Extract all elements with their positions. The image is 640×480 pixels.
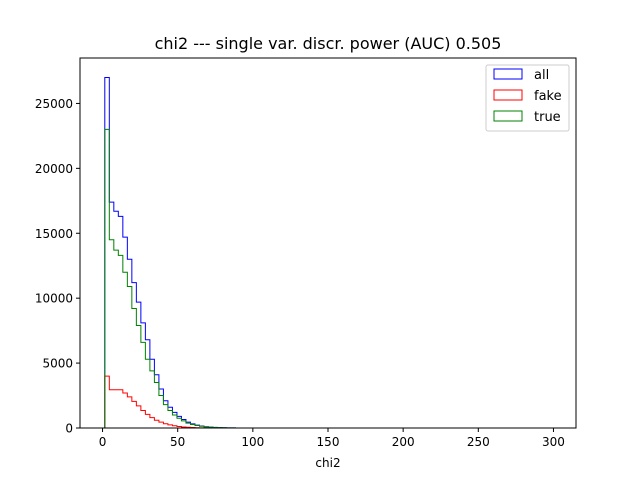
legend-swatch-true (493, 110, 523, 122)
plot-frame (79, 57, 577, 429)
y-tick-label: 5000 (42, 357, 73, 371)
x-tick-label: 0 (99, 435, 107, 449)
y-tick-label: 20000 (35, 162, 73, 176)
chart-title: chi2 --- single var. discr. power (AUC) … (155, 34, 502, 53)
x-axis-ticks: 0 50 100 150 200 250 300 (99, 428, 565, 449)
x-tick-label: 300 (542, 435, 565, 449)
y-tick-label: 25000 (35, 97, 73, 111)
legend: all fake true (485, 64, 570, 132)
x-axis-label: chi2 (315, 456, 340, 470)
y-tick-label: 15000 (35, 227, 73, 241)
legend-frame (485, 64, 570, 132)
legend-swatch-all (493, 68, 523, 80)
x-tick-label: 200 (392, 435, 415, 449)
y-axis-ticks: 0 5000 10000 15000 20000 25000 (35, 97, 80, 436)
legend-label-true: true (534, 110, 561, 125)
x-tick-label: 150 (317, 435, 340, 449)
legend-label-all: all (534, 68, 549, 83)
legend-swatch-fake (493, 89, 523, 101)
y-tick-label: 0 (65, 422, 73, 436)
x-tick-label: 250 (467, 435, 490, 449)
y-tick-label: 10000 (35, 292, 73, 306)
x-tick-label: 100 (241, 435, 264, 449)
legend-label-fake: fake (534, 89, 562, 104)
x-tick-label: 50 (170, 435, 185, 449)
